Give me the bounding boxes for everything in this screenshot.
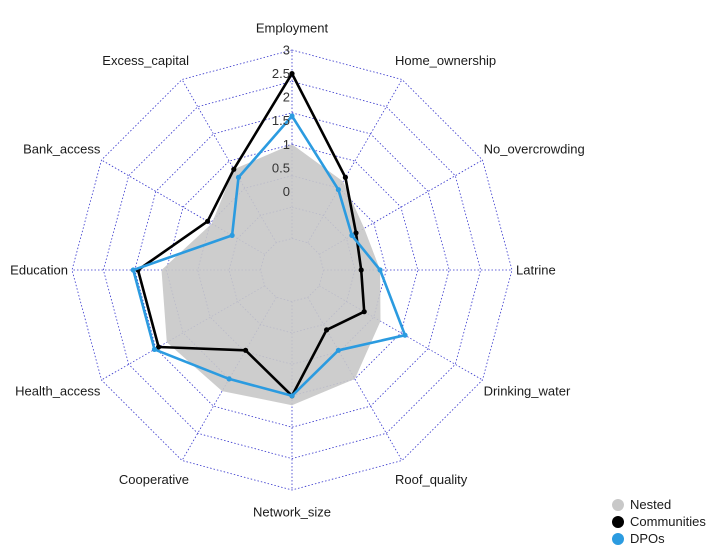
tick-label: 1.5 [272,113,290,128]
series-point-communities [361,309,367,315]
axis-label-bank-access: Bank_access [23,142,101,157]
series-point-dpos [130,267,136,273]
series-point-dpos [229,232,235,238]
tick-label: 0 [283,184,290,199]
series-point-dpos [335,347,341,353]
legend-label-nested: Nested [630,497,672,512]
series-point-communities [243,347,249,353]
series-point-communities [289,71,295,77]
axis-label-employment: Employment [256,21,329,36]
series-point-dpos [349,232,355,238]
series-point-communities [156,344,162,350]
series-point-communities [231,166,237,172]
axis-label-network-size: Network_size [253,505,331,520]
legend-label-communities: Communities [630,514,706,529]
series-point-communities [324,327,330,333]
tick-label: 2.5 [272,66,290,81]
axis-label-latrine: Latrine [516,263,556,278]
series-point-dpos [402,332,408,338]
axis-label-excess-capital: Excess_capital [102,53,189,68]
axis-label-home-ownership: Home_ownership [395,53,496,68]
tick-label: 2 [283,90,290,105]
radar-axis-labels: Employment Home_ownership No_overcrowding L… [10,21,585,520]
tick-label: 3 [283,43,290,58]
tick-label: 0.5 [272,160,290,175]
series-point-dpos [235,174,242,180]
series-point-dpos [335,187,341,193]
axis-label-drinking-water: Drinking_water [484,384,571,399]
grid-ring [102,80,482,460]
grid-ring [165,143,419,397]
series-point-communities [205,218,211,224]
series-point-communities [342,174,348,180]
series-point-communities [353,230,359,236]
legend-item-dpos: DPOs [612,530,706,547]
series-point-dpos [377,267,383,273]
series-point-dpos [289,113,295,119]
radar-tick-labels: 0 0.5 1 1.5 2 2.5 3 [272,43,290,199]
series-point-dpos [226,376,232,382]
legend-item-nested: Nested [612,496,706,513]
series-point-dpos [151,346,158,352]
series-point-communities [358,267,364,273]
axis-label-cooperative: Cooperative [119,472,189,487]
legend-swatch-dpos [612,532,624,545]
tick-label: 1 [283,137,290,152]
legend: Nested Communities DPOs [612,496,706,547]
axis-label-education: Education [10,263,68,278]
series-point-dpos [289,393,295,399]
legend-item-communities: Communities [612,513,706,530]
radar-series [130,71,408,406]
grid-ring [71,49,513,491]
axis-label-roof-quality: Roof_quality [395,472,468,487]
legend-swatch-communities [612,515,624,528]
legend-swatch-nested [612,498,624,511]
axis-label-health-access: Health_access [15,384,101,399]
series-area-nested [161,144,381,406]
legend-label-dpos: DPOs [630,531,665,546]
axis-label-no-overcrowding: No_overcrowding [484,142,585,157]
